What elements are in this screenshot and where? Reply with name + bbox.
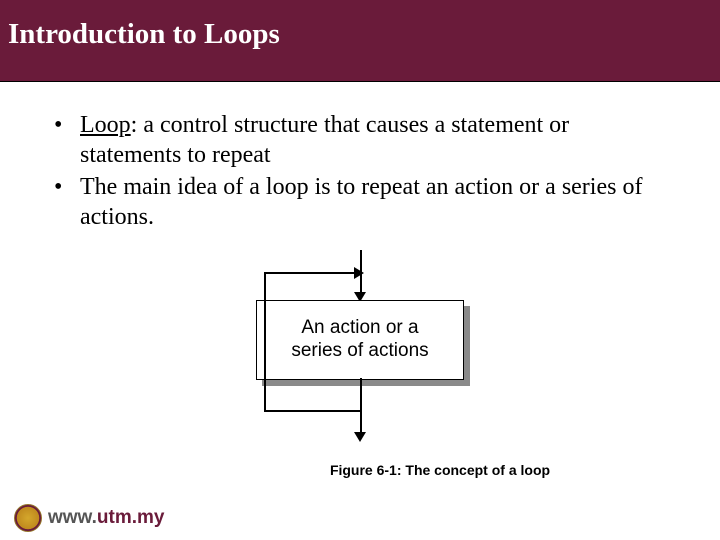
arrowhead-icon (354, 267, 364, 279)
slide-content: Loop: a control structure that causes a … (0, 82, 720, 540)
action-box: An action or a series of actions (256, 300, 464, 380)
loop-diagram: An action or a series of actions (210, 250, 510, 460)
site-domain: utm.my (97, 507, 165, 528)
bullet-item: Loop: a control structure that causes a … (44, 110, 676, 170)
site-url: www.utm.my (48, 507, 165, 529)
site-prefix: www. (48, 507, 97, 528)
bullet-text: : a control structure that causes a stat… (80, 112, 569, 168)
loopback-segment (264, 410, 362, 412)
diagram-container: An action or a series of actions (44, 250, 676, 460)
bullet-list: Loop: a control structure that causes a … (44, 110, 676, 232)
bullet-text: The main idea of a loop is to repeat an … (80, 174, 642, 230)
slide-footer: www.utm.my (14, 504, 165, 532)
arrowhead-icon (354, 432, 366, 442)
slide-title: Introduction to Loops (8, 18, 712, 51)
slide-header: Introduction to Loops (0, 0, 720, 82)
bullet-item: The main idea of a loop is to repeat an … (44, 172, 676, 232)
loopback-segment (264, 272, 266, 412)
figure-caption: Figure 6-1: The concept of a loop (44, 462, 676, 478)
flow-arrow-out (360, 378, 362, 438)
utm-logo-icon (14, 504, 42, 532)
loopback-segment (264, 272, 362, 274)
term-loop: Loop (80, 112, 131, 138)
slide: Introduction to Loops Loop: a control st… (0, 0, 720, 540)
action-box-label: An action or a series of actions (291, 317, 428, 363)
